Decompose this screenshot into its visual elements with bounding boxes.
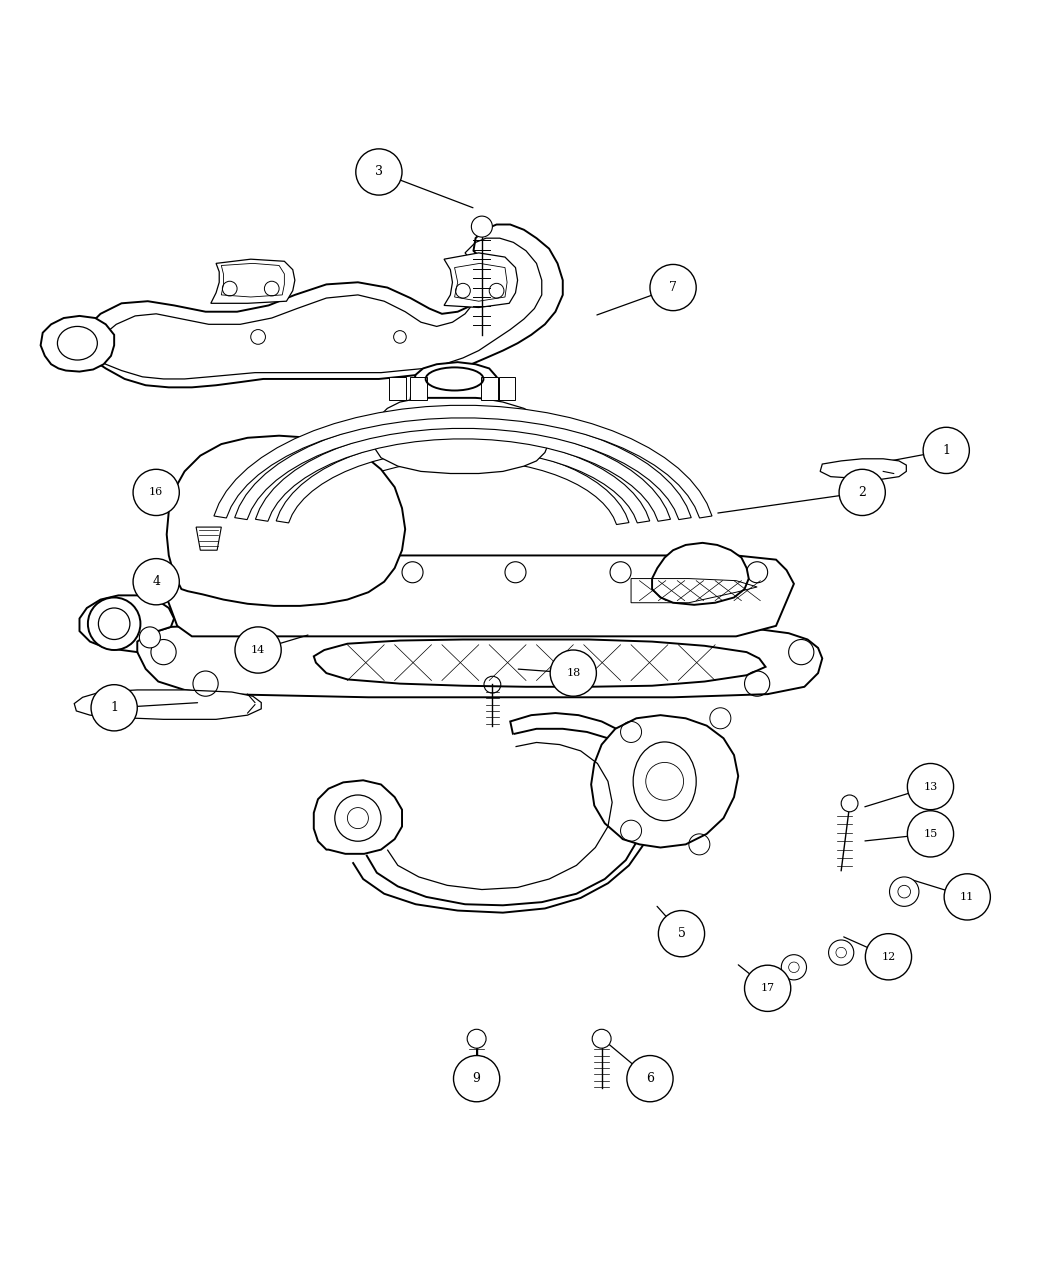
Circle shape	[890, 877, 919, 907]
Polygon shape	[366, 729, 647, 906]
Polygon shape	[196, 527, 221, 550]
Polygon shape	[135, 624, 823, 697]
Circle shape	[453, 1055, 500, 1101]
Circle shape	[133, 559, 179, 605]
Text: 14: 14	[251, 645, 265, 655]
Polygon shape	[821, 459, 907, 480]
Text: 3: 3	[375, 165, 383, 179]
Circle shape	[839, 469, 886, 515]
Polygon shape	[352, 714, 654, 913]
Polygon shape	[80, 595, 174, 652]
Polygon shape	[373, 395, 549, 473]
Circle shape	[842, 796, 858, 812]
Circle shape	[133, 469, 179, 515]
Circle shape	[829, 940, 854, 966]
Circle shape	[924, 427, 969, 473]
Polygon shape	[235, 416, 691, 519]
Polygon shape	[652, 542, 749, 605]
Polygon shape	[41, 316, 115, 372]
Text: 1: 1	[943, 444, 950, 457]
Circle shape	[627, 1055, 673, 1101]
Circle shape	[467, 1030, 486, 1049]
Polygon shape	[75, 689, 261, 719]
Polygon shape	[410, 377, 427, 400]
Text: 15: 15	[924, 829, 937, 839]
Text: 18: 18	[566, 668, 581, 678]
Polygon shape	[163, 555, 794, 637]
Circle shape	[235, 627, 281, 673]
Polygon shape	[297, 448, 629, 524]
Text: 12: 12	[882, 952, 895, 962]
Text: 1: 1	[110, 701, 118, 714]
Polygon shape	[214, 405, 712, 518]
Circle shape	[356, 148, 402, 196]
Polygon shape	[80, 225, 563, 388]
Polygon shape	[313, 640, 766, 687]
Polygon shape	[444, 253, 518, 307]
Circle shape	[92, 684, 137, 730]
Circle shape	[592, 1030, 611, 1049]
Text: 6: 6	[646, 1072, 654, 1085]
Circle shape	[944, 874, 990, 920]
Text: 4: 4	[153, 576, 160, 588]
Circle shape	[908, 764, 953, 810]
Circle shape	[782, 954, 807, 980]
Circle shape	[88, 597, 140, 650]
Circle shape	[659, 911, 705, 957]
Polygon shape	[256, 426, 670, 522]
Polygon shape	[210, 260, 295, 303]
Polygon shape	[410, 362, 500, 400]
Circle shape	[908, 811, 953, 857]
Polygon shape	[481, 377, 498, 400]
Circle shape	[471, 216, 492, 237]
Text: 17: 17	[761, 984, 774, 994]
Text: 9: 9	[472, 1072, 481, 1085]
Polygon shape	[277, 437, 650, 523]
Polygon shape	[166, 436, 405, 606]
Circle shape	[866, 934, 912, 980]
Text: 2: 2	[858, 486, 866, 499]
Polygon shape	[499, 377, 515, 400]
Text: 13: 13	[924, 781, 937, 792]
Text: 16: 16	[149, 487, 163, 498]
Circle shape	[745, 966, 791, 1012]
Circle shape	[139, 627, 160, 648]
Polygon shape	[591, 715, 739, 848]
Polygon shape	[389, 377, 406, 400]
Text: 11: 11	[960, 891, 974, 902]
Circle shape	[650, 265, 696, 311]
Polygon shape	[313, 780, 402, 854]
Circle shape	[550, 650, 596, 696]
Text: 7: 7	[669, 281, 677, 294]
Text: 5: 5	[677, 927, 686, 940]
